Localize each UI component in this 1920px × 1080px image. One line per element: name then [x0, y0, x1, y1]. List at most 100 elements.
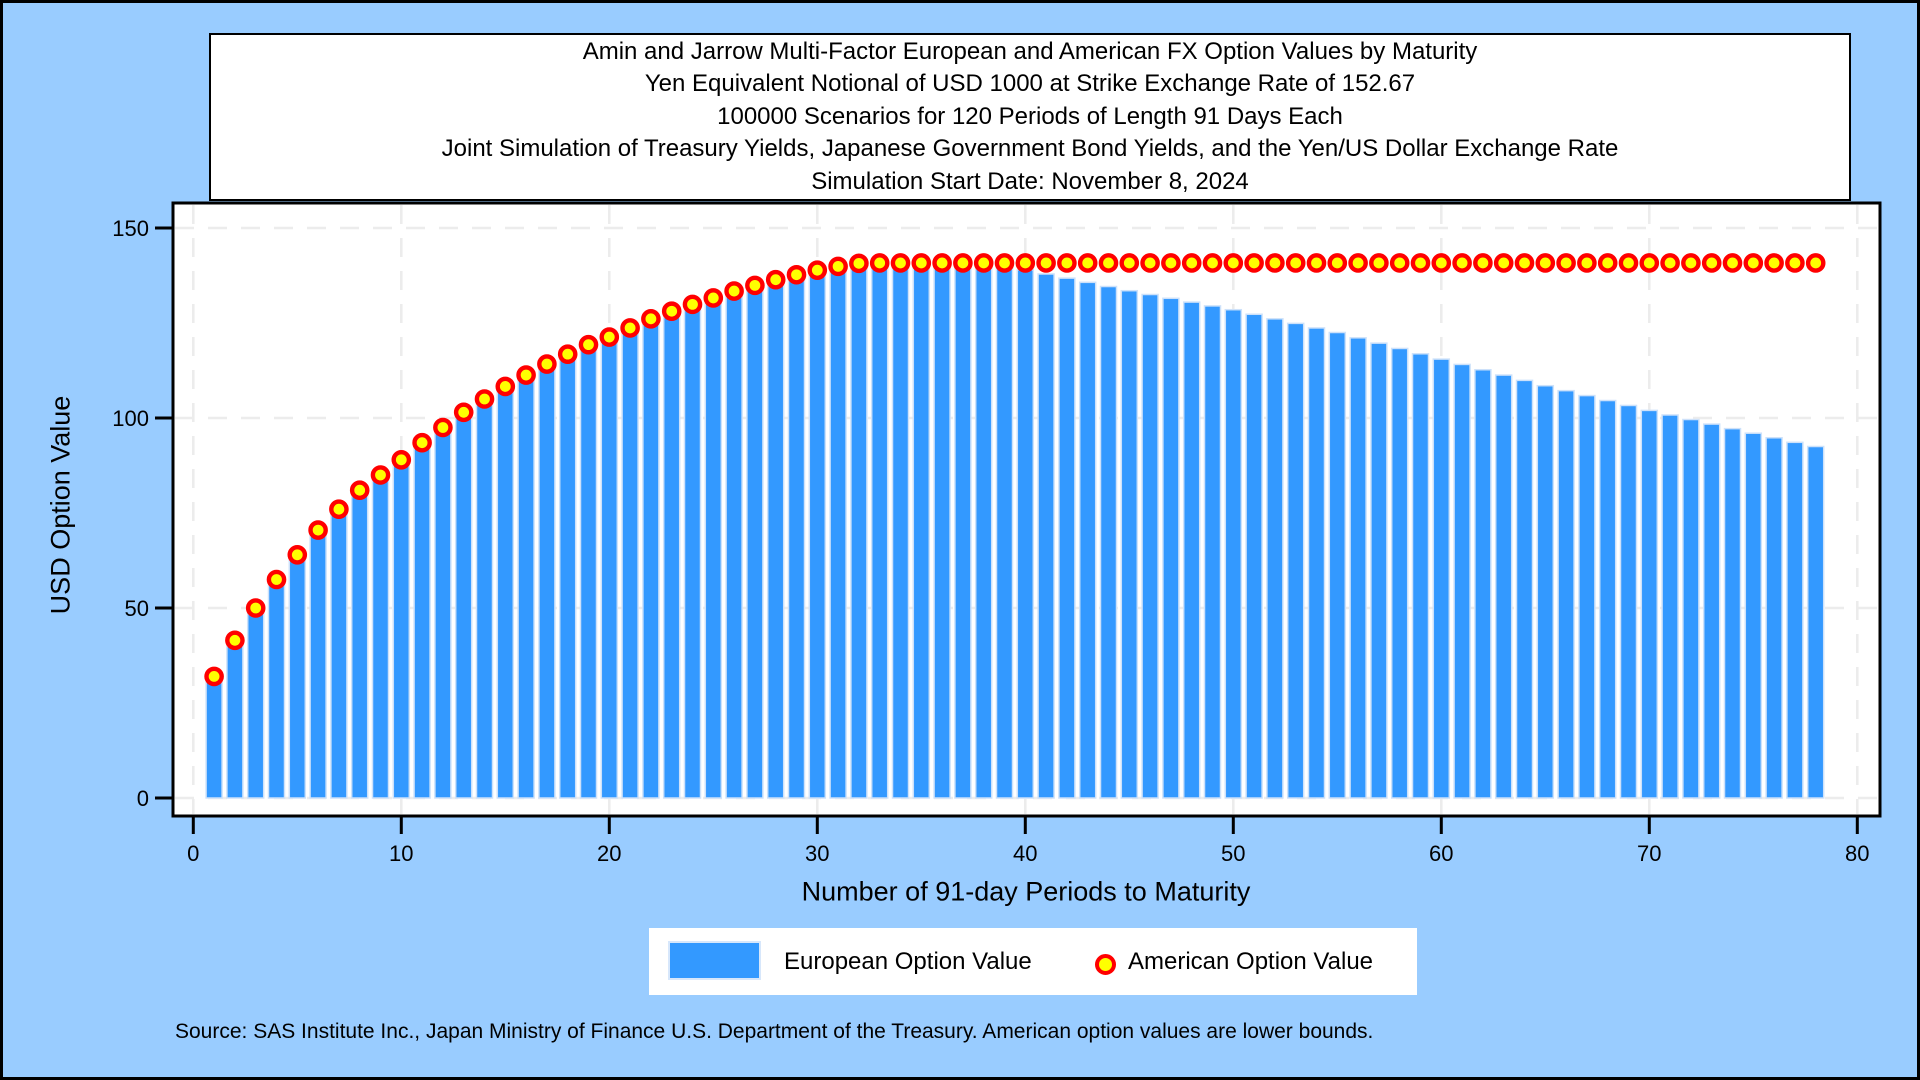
legend-circle-marker-icon	[1095, 954, 1116, 975]
european-bar	[434, 432, 452, 799]
european-bar	[309, 535, 327, 799]
x-tick-label: 10	[389, 841, 413, 866]
y-axis-title: USD Option Value	[45, 395, 76, 615]
chart-title-box: Amin and Jarrow Multi-Factor European an…	[209, 33, 1851, 201]
american-dot	[266, 569, 287, 590]
european-bar	[1578, 394, 1596, 799]
european-bar	[579, 349, 598, 799]
european-bar	[1494, 374, 1513, 799]
american-dot	[745, 275, 765, 296]
american-dot	[1722, 253, 1743, 273]
american-dot	[1681, 253, 1701, 273]
european-bar	[350, 495, 369, 799]
european-bar	[246, 612, 265, 799]
european-bar	[392, 464, 411, 799]
american-dot	[1493, 253, 1514, 273]
european-bar	[891, 264, 910, 799]
american-dot	[433, 417, 453, 438]
american-dot	[557, 344, 578, 364]
american-dot	[599, 327, 620, 347]
european-bar	[558, 359, 577, 799]
european-bar	[704, 302, 723, 799]
american-dot	[1701, 253, 1722, 273]
american-dot	[1618, 253, 1639, 273]
european-bar	[974, 264, 993, 799]
american-dot	[1015, 253, 1036, 273]
source-note: Source: SAS Institute Inc., Japan Minist…	[175, 1020, 1374, 1043]
american-dot	[849, 253, 869, 274]
european-bar	[413, 447, 431, 799]
american-dot	[1660, 253, 1680, 273]
european-bar	[205, 681, 223, 799]
american-dot	[765, 269, 786, 290]
european-bar	[912, 263, 931, 799]
european-bar	[870, 266, 889, 799]
chart-title-line-5: Simulation Start Date: November 8, 2024	[811, 167, 1249, 195]
chart-title-line-1: Amin and Jarrow Multi-Factor European an…	[582, 37, 1478, 65]
european-bar	[288, 559, 307, 799]
american-dot	[1597, 253, 1618, 273]
american-dot	[1805, 253, 1826, 273]
american-dot	[661, 301, 682, 322]
american-dot	[890, 253, 911, 273]
y-tick-label: 150	[112, 216, 149, 241]
european-bar	[829, 271, 847, 799]
american-dot	[516, 365, 536, 385]
european-bar	[1598, 399, 1617, 799]
american-dot	[1036, 253, 1056, 273]
european-bar	[1203, 305, 1222, 799]
american-dot	[1161, 253, 1181, 273]
american-dot	[370, 465, 391, 485]
european-bar	[787, 279, 806, 799]
x-tick-label: 20	[597, 841, 621, 866]
european-bar	[330, 514, 348, 799]
american-dot	[1473, 253, 1493, 273]
european-bar	[621, 332, 639, 799]
american-dot	[1119, 253, 1140, 273]
american-dot	[1327, 253, 1348, 273]
legend: European Option Value American Option Va…	[649, 928, 1417, 995]
x-tick-label: 0	[187, 841, 199, 866]
american-dot	[1140, 253, 1160, 273]
european-bar	[1682, 418, 1700, 799]
european-bar	[1744, 432, 1763, 799]
american-dot	[620, 318, 640, 338]
european-bar	[850, 268, 868, 799]
european-bar	[1016, 269, 1035, 799]
european-bar	[642, 323, 660, 799]
x-tick-label: 80	[1845, 841, 1869, 866]
american-dot	[932, 253, 952, 273]
european-bar	[1453, 363, 1471, 799]
american-dot	[204, 666, 224, 687]
european-bar	[538, 368, 556, 799]
european-bar	[1765, 437, 1783, 799]
american-dot	[641, 309, 661, 329]
european-bar	[933, 263, 951, 799]
y-tick-label: 50	[125, 596, 149, 621]
american-dot	[1181, 253, 1202, 273]
european-bar	[1474, 368, 1492, 799]
american-dot	[807, 260, 828, 280]
american-dot	[1306, 253, 1327, 273]
european-bar	[995, 266, 1014, 799]
american-dot	[682, 294, 703, 315]
american-dot	[1369, 253, 1389, 273]
american-dot	[537, 354, 557, 374]
european-bar	[1078, 281, 1097, 799]
chart-title-line-4: Joint Simulation of Treasury Yields, Jap…	[441, 135, 1619, 163]
american-dot	[1077, 253, 1098, 273]
european-bar	[496, 391, 515, 799]
european-bar	[1182, 301, 1201, 799]
american-dot	[911, 253, 932, 273]
european-bar	[1806, 445, 1825, 799]
american-dot	[225, 630, 245, 651]
american-dot	[1098, 253, 1119, 273]
american-dot	[391, 449, 412, 470]
european-bar	[517, 380, 535, 799]
european-bar	[600, 342, 619, 799]
european-bar	[1619, 404, 1638, 799]
american-dot	[1244, 253, 1264, 273]
x-tick-label: 50	[1221, 841, 1245, 866]
american-dot	[1410, 253, 1431, 273]
